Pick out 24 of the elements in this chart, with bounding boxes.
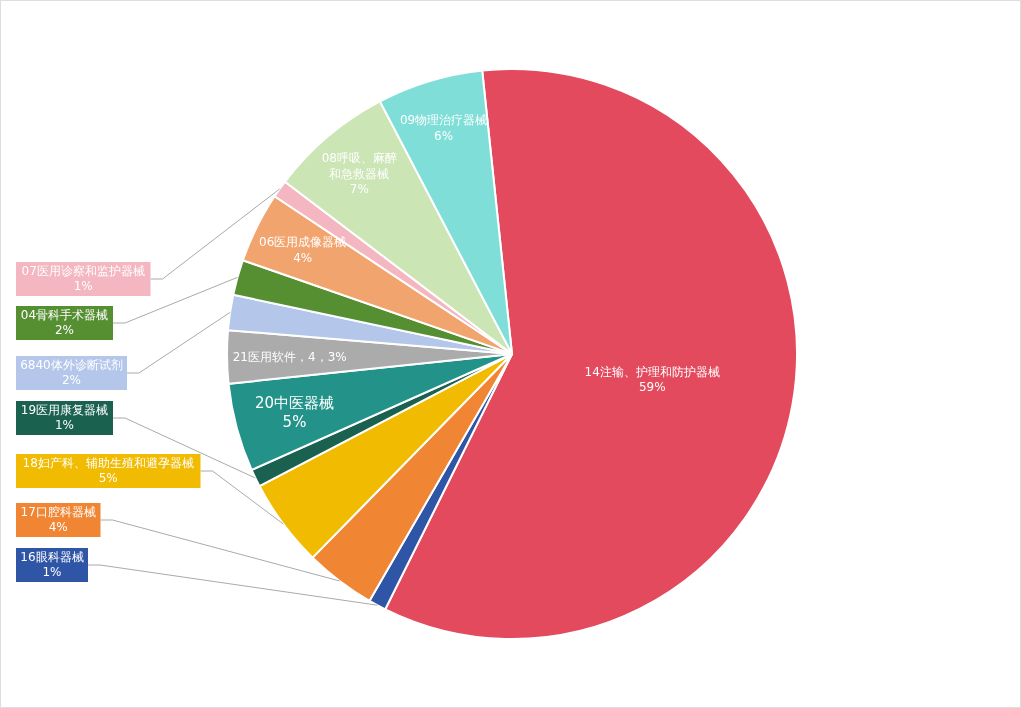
data-label: 2% (61, 373, 82, 388)
slice-label: 6840体外诊断试剂 (20, 358, 123, 373)
slice-label: 14注输、护理和防护器械 (584, 364, 720, 379)
slice-label: 17口腔科器械 (20, 505, 96, 520)
slice-label: 19医用康复器械 (20, 403, 109, 418)
data-label: 2% (54, 323, 75, 338)
slice-label: 09物理治疗器械 (399, 112, 488, 127)
data-label: 5% (282, 413, 307, 432)
slice-label: 21医用软件，4，3% (232, 349, 347, 364)
data-label: 7% (349, 182, 369, 197)
data-label: 5% (98, 471, 118, 486)
data-label: 4% (48, 520, 68, 535)
slice-label: 07医用诊察和监护器械 (21, 264, 145, 279)
slice-label: 08呼吸、麻醉和急救器械 (321, 150, 397, 181)
slice-label: 04骨科手术器械 (20, 308, 109, 323)
slice-label: 16眼科器械 (20, 550, 84, 565)
slice-label: 20中医器械 (254, 393, 335, 412)
data-label: 6% (434, 128, 454, 143)
data-label: 1% (54, 418, 75, 433)
slice-label: 18妇产科、辅助生殖和避孕器械 (22, 456, 194, 471)
data-label: 1% (42, 565, 62, 580)
data-label: 1% (73, 279, 93, 294)
data-label: 4% (293, 251, 313, 266)
data-label: 59% (638, 380, 666, 395)
